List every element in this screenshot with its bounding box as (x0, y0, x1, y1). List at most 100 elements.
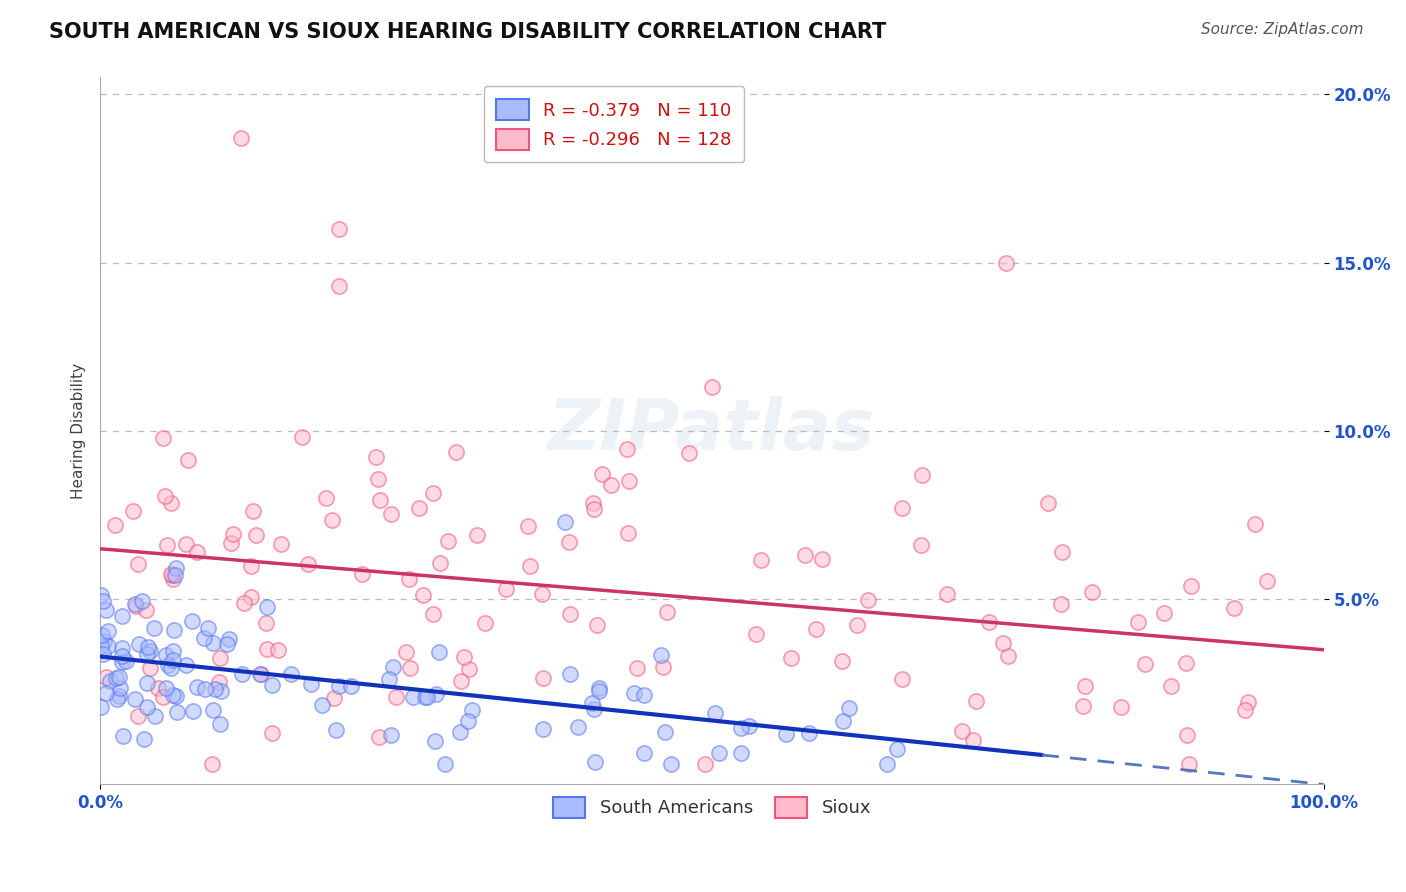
Point (98, 673, 121, 688)
Point (325, 723, 347, 737)
Point (450, 674, 472, 689)
Point (832, 714, 855, 728)
Point (530, 586, 553, 600)
Point (1071, 698, 1094, 713)
Point (582, 496, 605, 510)
Point (328, 279, 350, 293)
Point (1233, 703, 1256, 717)
Point (378, 672, 401, 686)
Point (977, 615, 1000, 629)
Point (311, 698, 333, 713)
Point (1256, 574, 1278, 589)
Point (517, 519, 540, 533)
Point (962, 733, 984, 747)
Point (208, 651, 231, 665)
Point (458, 662, 481, 676)
Point (193, 631, 215, 645)
Point (134, 731, 156, 746)
Point (950, 723, 973, 738)
Point (97, 624, 120, 639)
Point (617, 525, 640, 540)
Point (208, 717, 231, 731)
Point (131, 594, 153, 608)
Point (350, 567, 373, 582)
Point (856, 592, 879, 607)
Point (1223, 601, 1246, 615)
Point (623, 685, 645, 699)
Point (633, 688, 655, 702)
Point (108, 689, 131, 703)
Point (208, 674, 231, 689)
Point (1081, 585, 1104, 599)
Point (160, 568, 183, 582)
Point (249, 666, 271, 681)
Point (695, 757, 717, 772)
Point (799, 726, 821, 740)
Point (531, 722, 554, 736)
Point (231, 667, 253, 681)
Point (738, 719, 761, 733)
Point (367, 472, 389, 486)
Point (654, 724, 676, 739)
Point (127, 709, 149, 723)
Point (162, 572, 184, 586)
Point (339, 679, 361, 693)
Point (163, 568, 186, 582)
Point (997, 648, 1019, 663)
Point (328, 680, 350, 694)
Point (157, 657, 180, 672)
Point (876, 757, 898, 772)
Point (465, 528, 488, 542)
Point (423, 733, 446, 747)
Point (328, 222, 350, 236)
Point (162, 688, 184, 702)
Point (201, 757, 224, 772)
Point (1038, 496, 1060, 510)
Point (810, 552, 832, 566)
Point (794, 549, 817, 563)
Point (256, 600, 278, 615)
Point (1175, 728, 1198, 742)
Point (588, 684, 610, 698)
Point (1178, 757, 1201, 772)
Legend: South Americans, Sioux: South Americans, Sioux (546, 789, 879, 825)
Point (1050, 597, 1073, 611)
Point (655, 605, 678, 619)
Point (201, 703, 224, 717)
Point (659, 757, 682, 772)
Point (457, 714, 479, 729)
Point (965, 694, 987, 708)
Point (162, 653, 184, 667)
Point (108, 670, 131, 684)
Point (704, 706, 727, 720)
Point (103, 518, 125, 533)
Point (1073, 679, 1095, 693)
Point (96, 670, 118, 684)
Point (142, 621, 165, 635)
Point (232, 596, 254, 610)
Point (186, 681, 208, 695)
Point (139, 644, 162, 658)
Point (1153, 606, 1175, 620)
Point (385, 690, 408, 705)
Point (209, 684, 232, 698)
Point (135, 603, 157, 617)
Text: SOUTH AMERICAN VS SIOUX HEARING DISABILITY CORRELATION CHART: SOUTH AMERICAN VS SIOUX HEARING DISABILI… (49, 22, 886, 42)
Point (315, 491, 337, 505)
Point (105, 691, 128, 706)
Point (219, 535, 242, 549)
Point (181, 704, 204, 718)
Point (176, 453, 198, 467)
Point (437, 534, 460, 549)
Point (143, 708, 166, 723)
Point (110, 681, 132, 695)
Point (633, 747, 655, 761)
Point (112, 729, 135, 743)
Y-axis label: Hearing Disability: Hearing Disability (72, 363, 86, 499)
Point (616, 442, 638, 456)
Point (139, 661, 162, 675)
Text: Source: ZipAtlas.com: Source: ZipAtlas.com (1201, 22, 1364, 37)
Point (242, 503, 264, 517)
Point (254, 616, 277, 631)
Point (380, 728, 402, 742)
